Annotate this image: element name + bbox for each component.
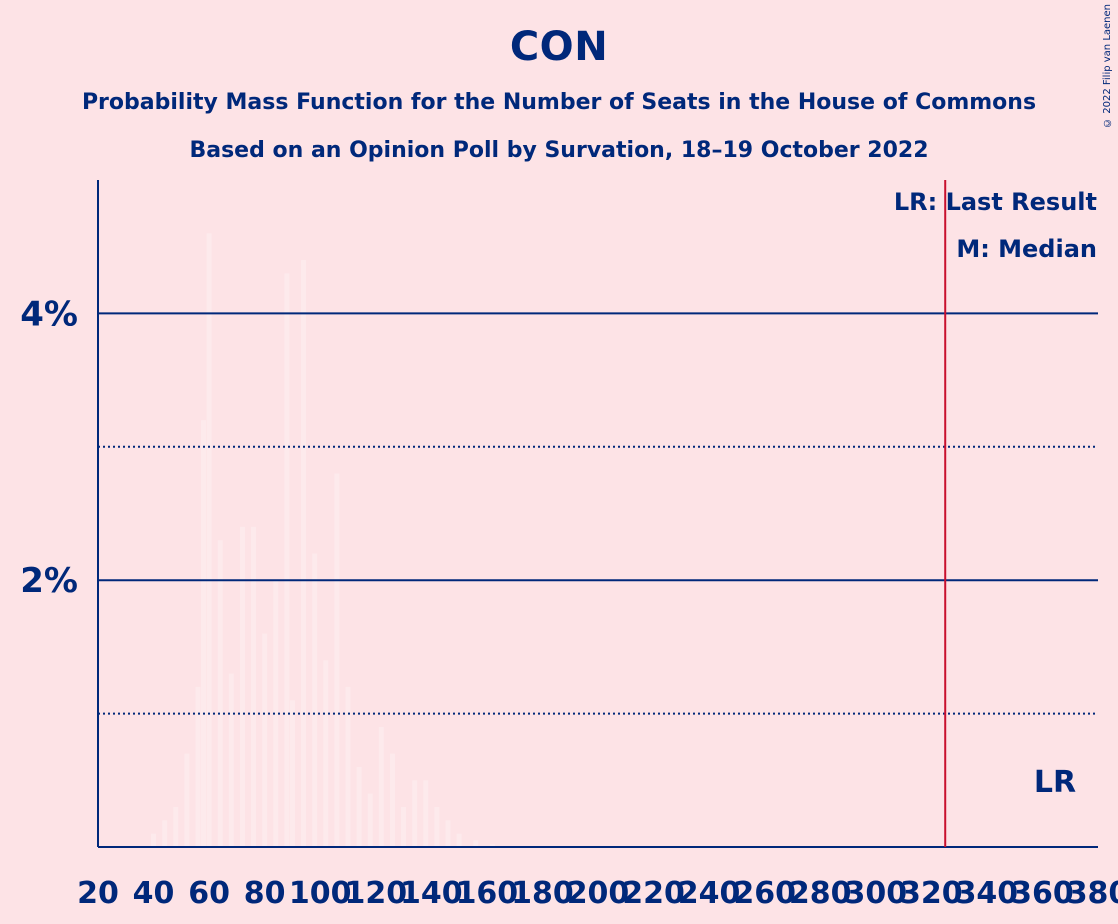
bar <box>345 686 351 847</box>
bar <box>173 806 179 847</box>
bar <box>489 844 495 847</box>
bar <box>228 673 234 847</box>
bar <box>389 753 395 847</box>
bar <box>412 780 418 847</box>
bar <box>367 793 373 847</box>
chart-subtitle-poll: Based on an Opinion Poll by Survation, 1… <box>189 138 929 163</box>
x-tick-label: 180 <box>511 876 574 911</box>
x-tick-label: 300 <box>844 876 907 911</box>
tick-labels-group: 2% 4% 20 40 60 80 1001201401601802002202402602… <box>20 294 1118 911</box>
bar <box>312 553 318 847</box>
x-tick-label: 320 <box>900 876 963 911</box>
bar <box>289 700 295 847</box>
x-tick-label: 200 <box>567 876 630 911</box>
bar <box>184 753 190 847</box>
x-tick-label: 360 <box>1011 876 1074 911</box>
x-tick-label: 380 <box>1067 876 1118 911</box>
x-tick-label: 80 <box>244 876 286 911</box>
x-tick-label: 160 <box>456 876 519 911</box>
bar <box>206 233 212 848</box>
bar <box>456 833 462 847</box>
bar <box>284 273 290 847</box>
bar <box>201 420 207 847</box>
legend-entry: M: Median <box>956 235 1097 263</box>
last-result-group: LR <box>944 180 1076 847</box>
chart-subtitle-pmf: Probability Mass Function for the Number… <box>81 90 1037 115</box>
x-tick-label: 280 <box>789 876 852 911</box>
bar <box>151 833 157 847</box>
bar <box>445 820 451 847</box>
y-tick-label: 4% <box>20 294 78 334</box>
bar <box>217 540 223 847</box>
last-result-label: LR <box>1034 765 1076 800</box>
bar <box>301 260 307 847</box>
bar <box>273 580 279 847</box>
x-tick-label: 100 <box>289 876 352 911</box>
bar <box>195 686 201 847</box>
bars-group <box>151 233 495 848</box>
bar <box>473 840 479 847</box>
x-tick-label: 240 <box>678 876 741 911</box>
x-tick-label: 340 <box>956 876 1019 911</box>
bar <box>423 780 429 847</box>
bar <box>239 526 245 847</box>
bar <box>251 526 257 847</box>
gridlines-group <box>98 312 1098 715</box>
axes-group <box>97 180 1098 848</box>
chart-title: CON <box>509 24 609 70</box>
bar <box>356 766 362 847</box>
bar <box>434 806 440 847</box>
x-tick-label: 220 <box>622 876 685 911</box>
bar <box>334 473 340 847</box>
x-tick-label: 140 <box>400 876 463 911</box>
bar <box>378 726 384 847</box>
x-tick-label: 260 <box>733 876 796 911</box>
x-tick-label: 40 <box>133 876 175 911</box>
x-tick-label: 20 <box>77 876 119 911</box>
bar <box>262 633 268 847</box>
bar <box>401 806 407 847</box>
x-tick-label: 60 <box>188 876 230 911</box>
x-tick-label: 120 <box>344 876 407 911</box>
legend-group: LR: Last Result M: Median <box>894 188 1097 263</box>
legend-entry: LR: Last Result <box>894 188 1097 216</box>
y-tick-label: 2% <box>20 561 78 601</box>
bar <box>323 660 329 847</box>
bar <box>162 820 168 847</box>
